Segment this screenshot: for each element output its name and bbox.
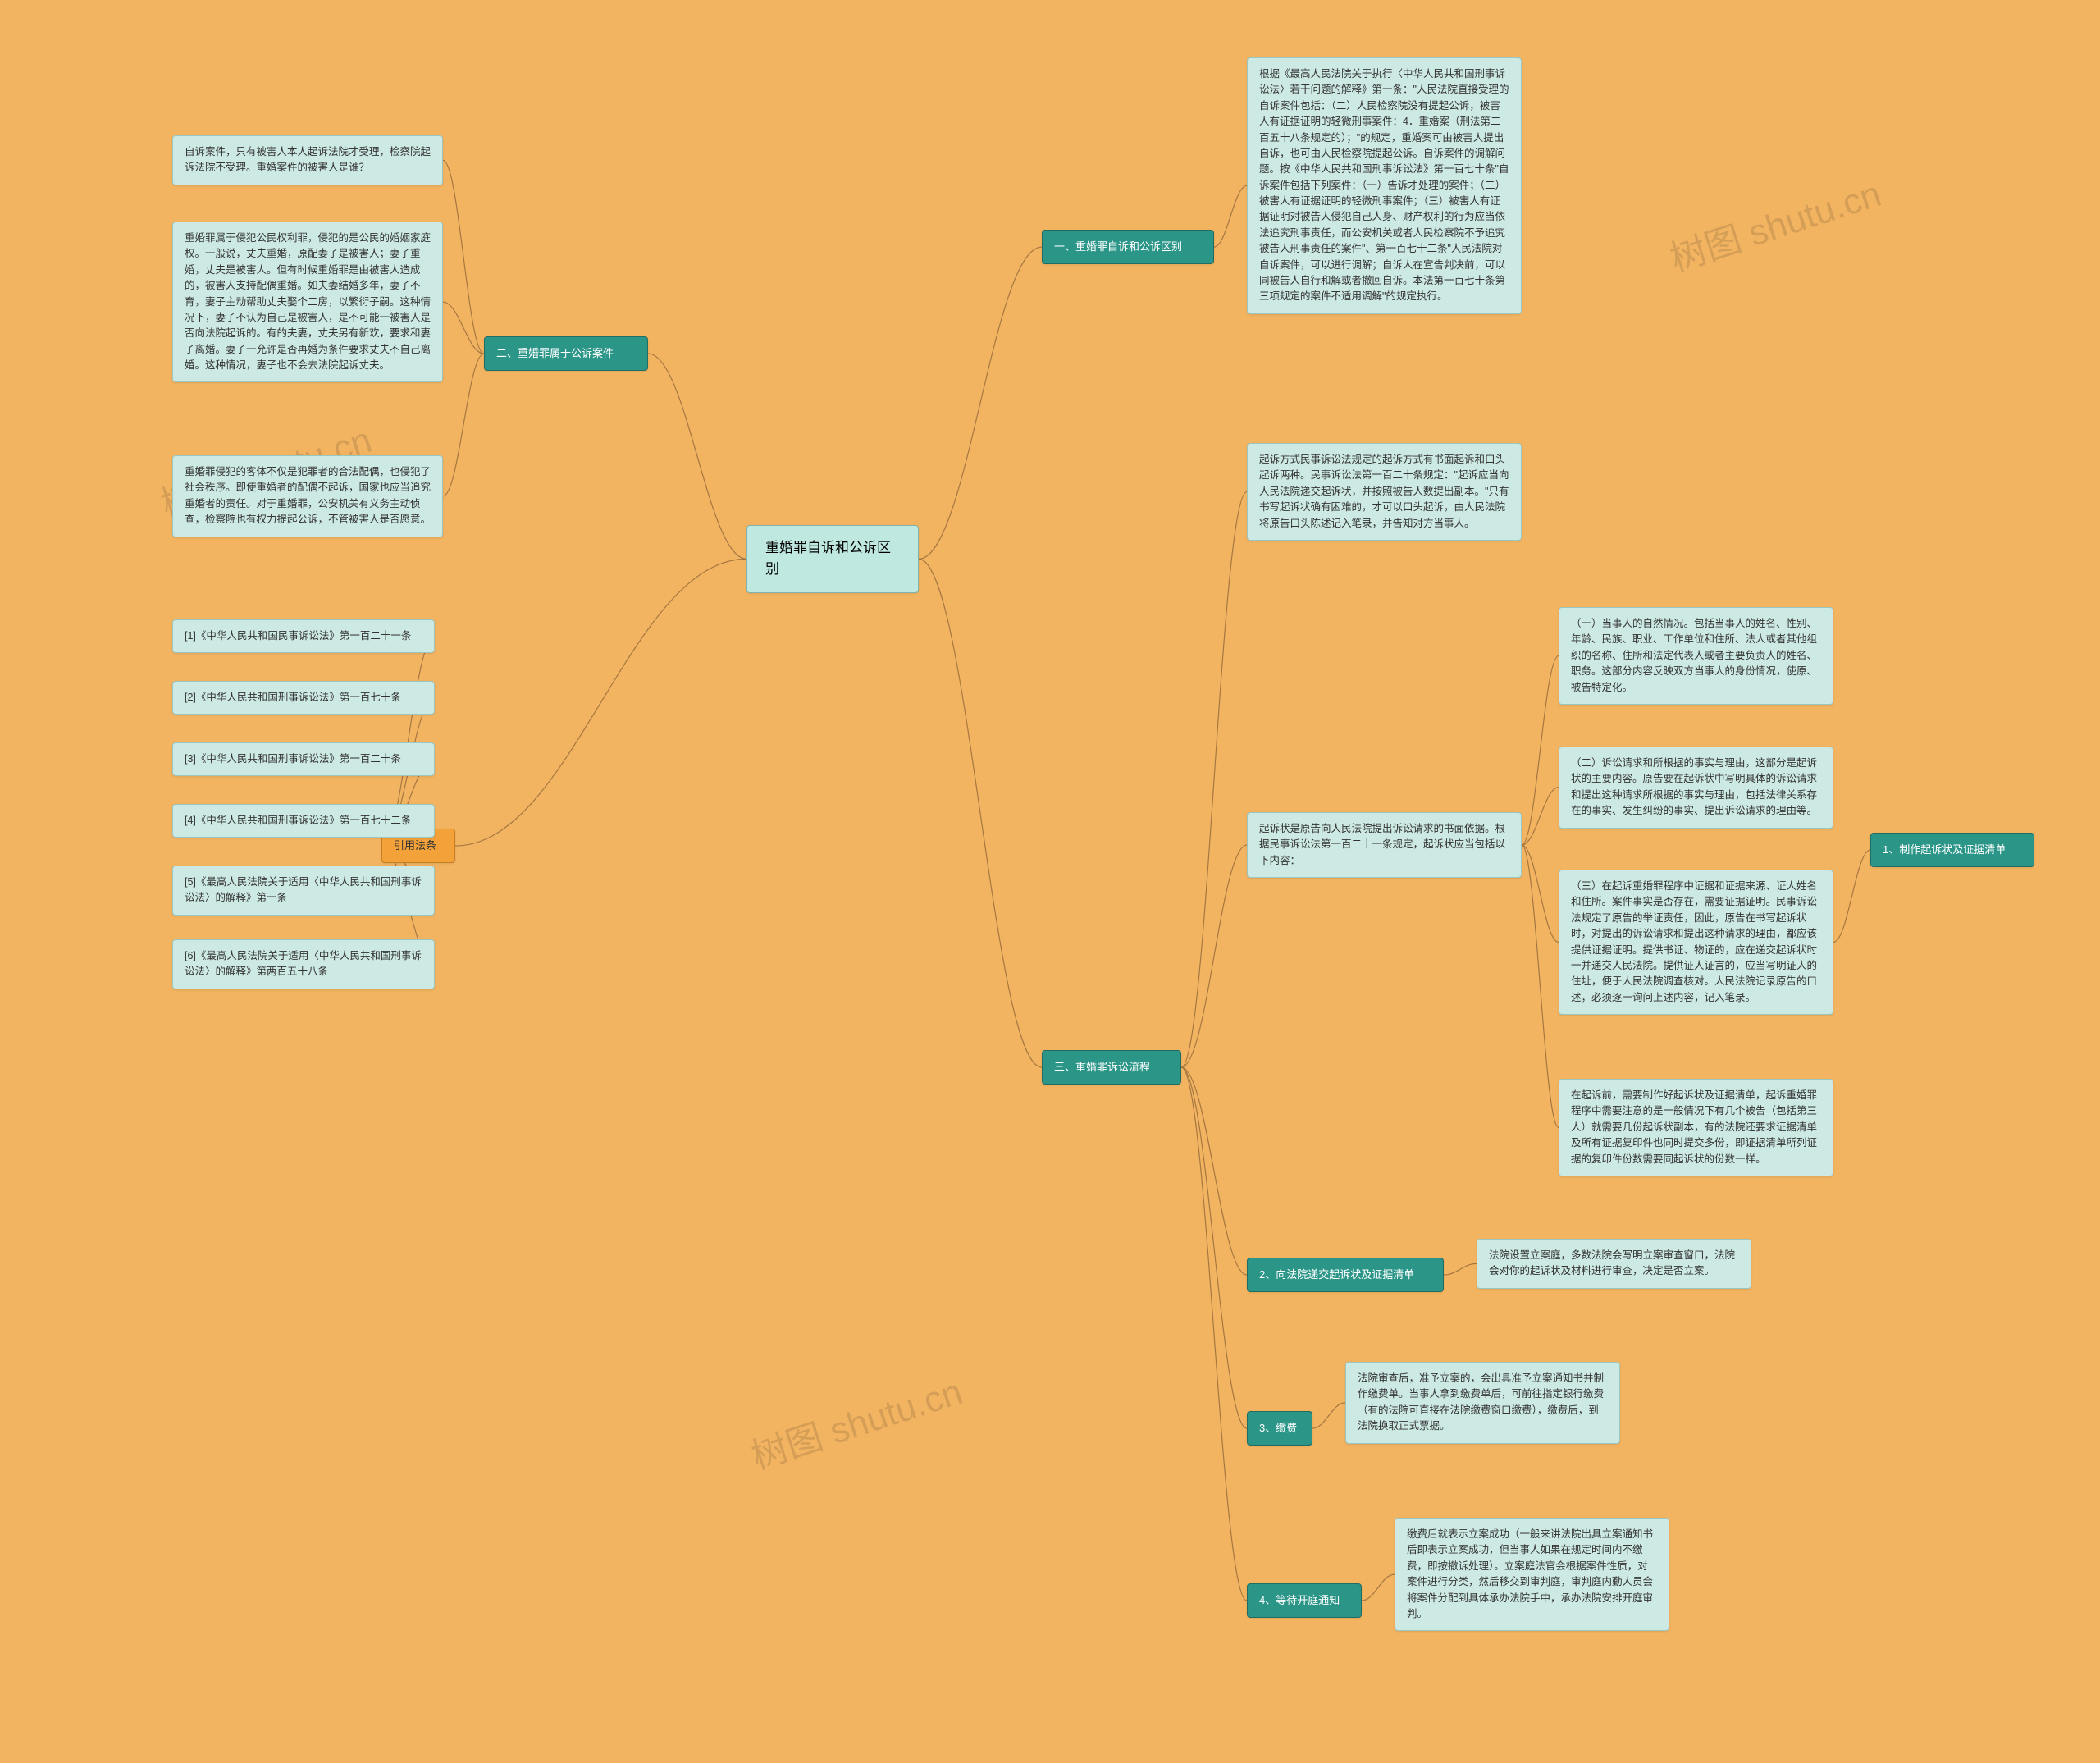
leaf-content-4: 在起诉前，需要制作好起诉状及证据清单，起诉重婚罪程序中需要注意的是一般情况下有几… [1559, 1079, 1833, 1176]
leaf-victim-q: 自诉案件，只有被害人本人起诉法院才受理，检察院起诉法院不受理。重婚案件的被害人是… [172, 135, 443, 185]
leaf-step2-detail: 法院设置立案庭，多数法院会写明立案审查窗口，法院会对你的起诉状及材料进行审查，决… [1477, 1239, 1751, 1289]
leaf-difference-detail: 根据《最高人民法院关于执行〈中华人民共和国刑事诉讼法〉若干问题的解释》第一条："… [1247, 57, 1522, 314]
branch-step-3[interactable]: 3、缴费 [1247, 1411, 1312, 1446]
leaf-law-6: [6]《最高人民法院关于适用〈中华人民共和国刑事诉讼法〉的解释》第两百五十八条 [172, 939, 435, 989]
leaf-content-2: （二）诉讼请求和所根据的事实与理由，这部分是起诉状的主要内容。原告要在起诉状中写… [1559, 747, 1833, 829]
leaf-suing-methods: 起诉方式民事诉讼法规定的起诉方式有书面起诉和口头起诉两种。民事诉讼法第一百二十条… [1247, 443, 1522, 541]
leaf-content-3: （三）在起诉重婚罪程序中证据和证据来源、证人姓名和住所。案件事实是否存在，需要证… [1559, 870, 1833, 1015]
branch-public-prosecution[interactable]: 二、重婚罪属于公诉案件 [484, 336, 648, 371]
watermark: 树图 shutu.cn [744, 1362, 968, 1479]
center-node[interactable]: 重婚罪自诉和公诉区别 [746, 525, 919, 593]
leaf-content-1: （一）当事人的自然情况。包括当事人的姓名、性别、年龄、民族、职业、工作单位和住所… [1559, 607, 1833, 705]
branch-litigation-process[interactable]: 三、重婚罪诉讼流程 [1042, 1050, 1181, 1085]
leaf-law-3: [3]《中华人民共和国刑事诉讼法》第一百二十条 [172, 742, 435, 776]
leaf-law-2: [2]《中华人民共和国刑事诉讼法》第一百七十条 [172, 681, 435, 715]
leaf-step4-detail: 缴费后就表示立案成功（一般来讲法院出具立案通知书后即表示立案成功，但当事人如果在… [1395, 1518, 1669, 1631]
leaf-law-5: [5]《最高人民法院关于适用〈中华人民共和国刑事诉讼法〉的解释》第一条 [172, 866, 435, 916]
leaf-victim-explain: 重婚罪属于侵犯公民权利罪，侵犯的是公民的婚姻家庭权。一般说，丈夫重婚，原配妻子是… [172, 222, 443, 382]
branch-step-4[interactable]: 4、等待开庭通知 [1247, 1583, 1362, 1618]
watermark: 树图 shutu.cn [1663, 164, 1887, 281]
branch-difference[interactable]: 一、重婚罪自诉和公诉区别 [1042, 230, 1214, 264]
leaf-complaint-form: 起诉状是原告向人民法院提出诉讼请求的书面依据。根据民事诉讼法第一百二十一条规定，… [1247, 812, 1522, 878]
leaf-law-4: [4]《中华人民共和国刑事诉讼法》第一百七十二条 [172, 804, 435, 838]
branch-step-2[interactable]: 2、向法院递交起诉状及证据清单 [1247, 1258, 1444, 1292]
leaf-public-order: 重婚罪侵犯的客体不仅是犯罪者的合法配偶，也侵犯了社会秩序。即使重婚者的配偶不起诉… [172, 455, 443, 537]
branch-step-1[interactable]: 1、制作起诉状及证据清单 [1870, 833, 2034, 867]
leaf-step3-detail: 法院审查后，准予立案的，会出具准予立案通知书并制作缴费单。当事人拿到缴费单后，可… [1345, 1362, 1620, 1444]
leaf-law-1: [1]《中华人民共和国民事诉讼法》第一百二十一条 [172, 619, 435, 653]
